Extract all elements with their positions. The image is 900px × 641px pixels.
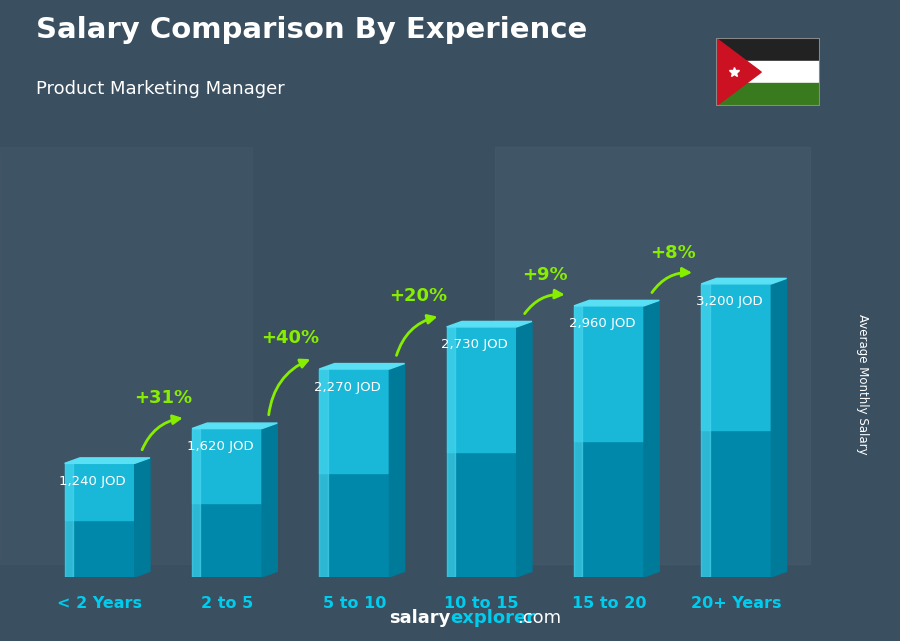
Bar	[320, 369, 328, 577]
Polygon shape	[517, 321, 532, 577]
Bar	[495, 147, 810, 564]
Bar	[320, 473, 390, 577]
Text: 1,240 JOD: 1,240 JOD	[59, 475, 126, 488]
Bar	[701, 430, 771, 577]
Bar	[701, 284, 710, 577]
Text: 5 to 10: 5 to 10	[322, 596, 386, 611]
Text: < 2 Years: < 2 Years	[58, 596, 142, 611]
Text: 2,960 JOD: 2,960 JOD	[569, 317, 635, 330]
Bar	[716, 83, 820, 106]
Text: .com: .com	[518, 609, 562, 627]
Polygon shape	[716, 38, 761, 106]
Bar	[446, 452, 517, 577]
Text: explorer: explorer	[450, 609, 536, 627]
Bar	[65, 520, 135, 577]
Bar	[574, 442, 644, 577]
Polygon shape	[390, 363, 405, 577]
Bar	[446, 327, 455, 577]
Text: +31%: +31%	[134, 388, 193, 406]
Bar	[716, 38, 820, 61]
Text: +20%: +20%	[389, 287, 447, 305]
Text: 3,200 JOD: 3,200 JOD	[696, 296, 762, 308]
Text: +40%: +40%	[262, 329, 320, 347]
Polygon shape	[192, 423, 277, 429]
Text: Product Marketing Manager: Product Marketing Manager	[36, 80, 284, 98]
Bar	[574, 306, 582, 577]
Bar	[192, 429, 262, 503]
Bar	[0, 147, 252, 564]
Bar	[716, 61, 820, 83]
Text: 1,620 JOD: 1,620 JOD	[186, 440, 253, 453]
Polygon shape	[446, 321, 532, 327]
Polygon shape	[320, 363, 405, 369]
Text: 20+ Years: 20+ Years	[691, 596, 781, 611]
Bar	[65, 463, 73, 577]
Text: 2,730 JOD: 2,730 JOD	[441, 338, 508, 351]
Polygon shape	[771, 278, 787, 577]
Bar	[192, 503, 262, 577]
Text: +8%: +8%	[650, 244, 696, 262]
Text: 2 to 5: 2 to 5	[201, 596, 253, 611]
Polygon shape	[574, 301, 660, 306]
Text: 15 to 20: 15 to 20	[572, 596, 646, 611]
Text: Average Monthly Salary: Average Monthly Salary	[856, 314, 868, 455]
Bar	[320, 369, 390, 473]
Bar	[65, 463, 135, 520]
Bar	[192, 429, 201, 577]
Bar	[446, 327, 517, 452]
Text: 10 to 15: 10 to 15	[445, 596, 519, 611]
Polygon shape	[644, 301, 660, 577]
Text: Salary Comparison By Experience: Salary Comparison By Experience	[36, 16, 587, 44]
Polygon shape	[65, 458, 150, 463]
Polygon shape	[262, 423, 277, 577]
Polygon shape	[135, 458, 150, 577]
Bar	[701, 284, 771, 430]
Text: salary: salary	[389, 609, 450, 627]
Text: 2,270 JOD: 2,270 JOD	[314, 381, 381, 394]
Polygon shape	[701, 278, 787, 284]
Bar	[574, 306, 644, 442]
Text: +9%: +9%	[523, 266, 568, 284]
